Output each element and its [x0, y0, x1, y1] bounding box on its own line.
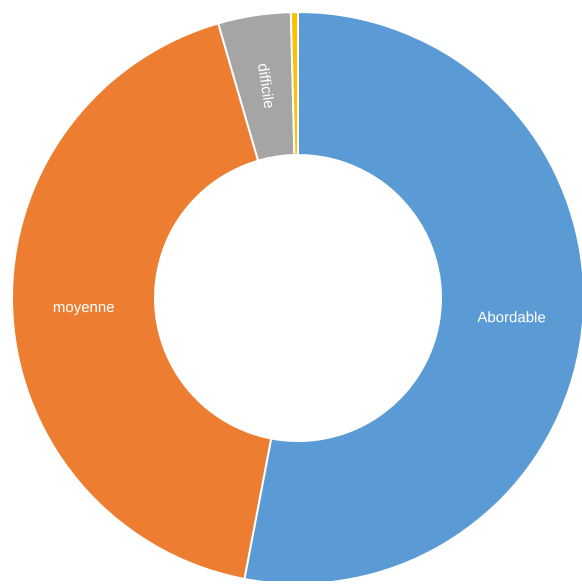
slice-label-difficile: difficile — [254, 62, 278, 110]
labels-group: Abordable moyenne difficile — [53, 62, 546, 326]
slice-abordable — [243, 10, 582, 585]
slices-group — [11, 10, 582, 585]
slice-moyenne — [11, 22, 273, 581]
slice-label-moyenne: moyenne — [53, 299, 115, 316]
slice-label-abordable: Abordable — [477, 309, 545, 326]
slice-slice-3 — [289, 10, 299, 157]
